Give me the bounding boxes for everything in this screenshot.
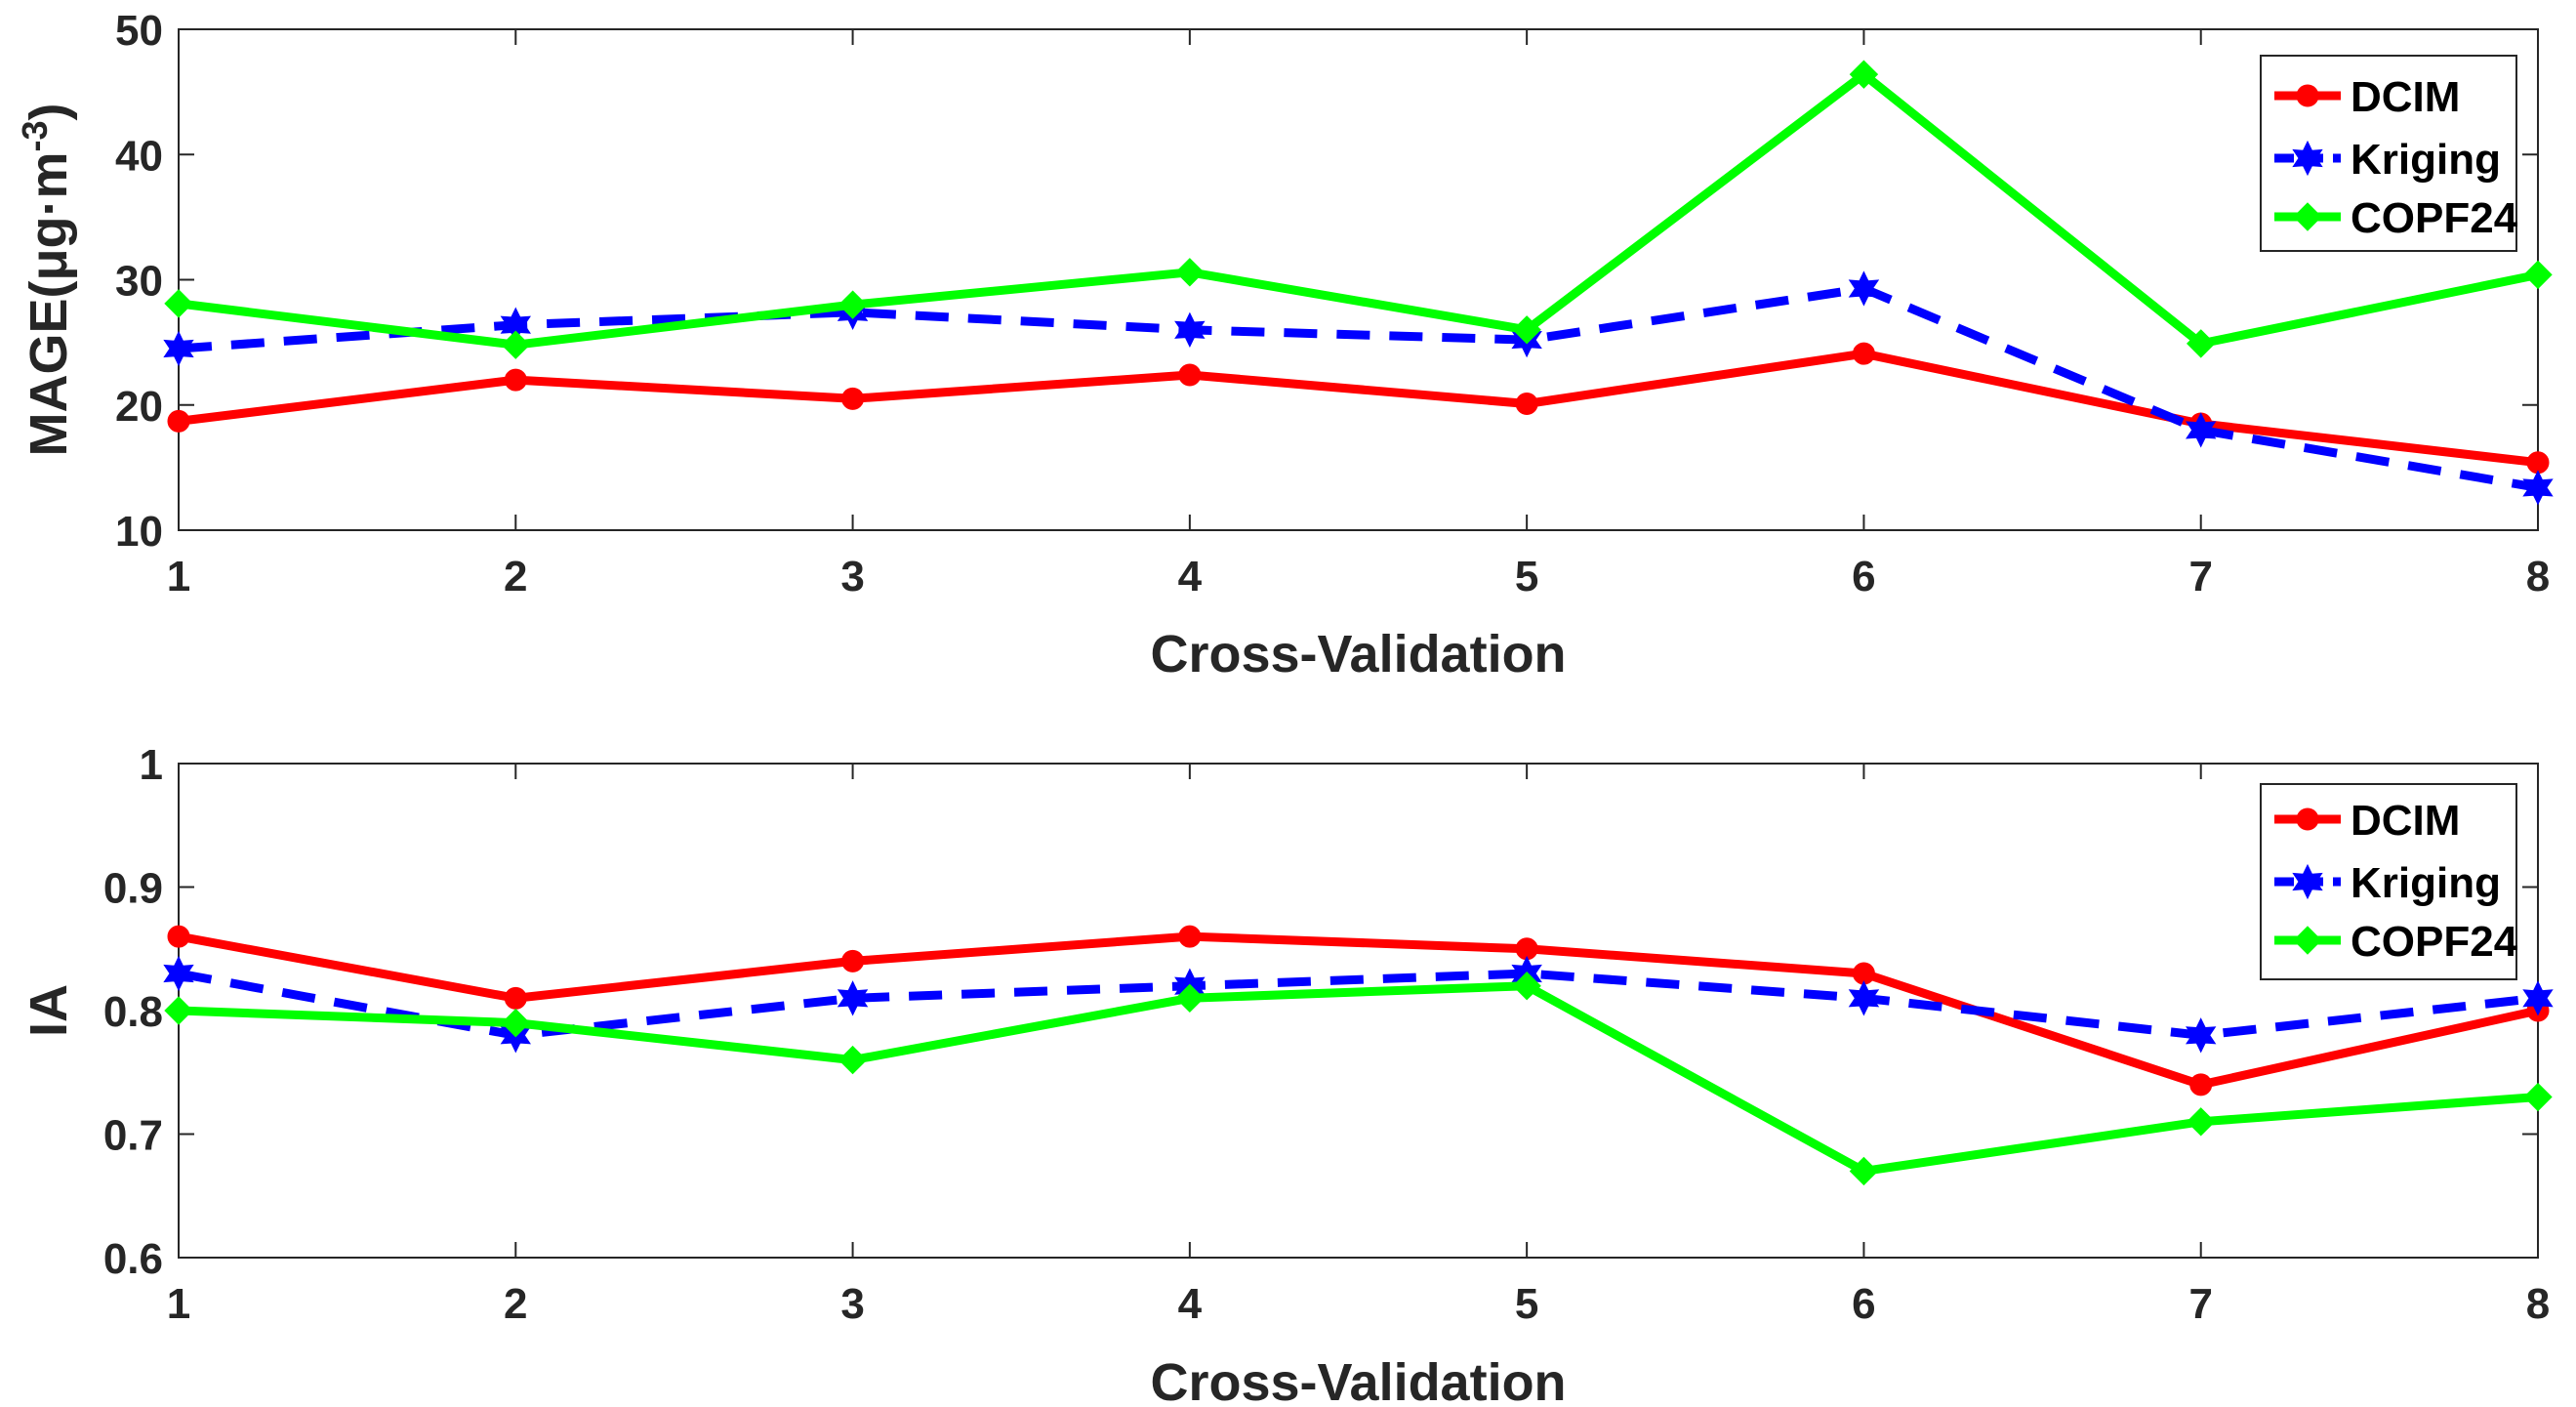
y-tick-label: 40 (115, 132, 163, 180)
data-point-dcim (167, 925, 190, 948)
legend-marker-copf24 (2293, 926, 2322, 955)
data-point-dcim (841, 387, 865, 410)
data-point-dcim (167, 409, 190, 433)
data-point-kriging (163, 955, 194, 992)
data-point-copf24 (501, 1008, 530, 1038)
y-axis-label-superscript: -3 (15, 120, 55, 151)
y-axis-label-close: ) (20, 103, 78, 120)
x-tick-label: 8 (2526, 1280, 2550, 1328)
x-tick-label: 2 (504, 553, 527, 600)
data-point-kriging (1848, 980, 1880, 1016)
data-point-copf24 (2523, 260, 2553, 290)
data-point-copf24 (2523, 1082, 2553, 1112)
series-line-kriging (178, 284, 2539, 492)
legend-label-copf24: COPF24 (2351, 918, 2518, 966)
y-tick-label: 0.9 (103, 865, 163, 913)
data-point-copf24 (1175, 983, 1205, 1014)
series-dcim (167, 925, 2550, 1097)
x-axis-label: Cross-Validation (1150, 625, 1566, 683)
data-point-kriging (2522, 980, 2554, 1016)
data-point-copf24 (501, 330, 530, 359)
legend-marker-dcim (2296, 807, 2319, 831)
data-point-copf24 (1849, 60, 1879, 89)
data-point-dcim (504, 368, 527, 392)
y-tick-label: 0.7 (103, 1112, 163, 1160)
data-point-kriging (1174, 311, 1206, 348)
chart-panel-2: 1 2 3 4 5 6 7 8 0.6 0.7 0.8 0.9 1 Cross-Validation IA D… (20, 741, 2554, 1407)
x-tick-label: 7 (2188, 1280, 2212, 1328)
legend-marker-kriging (2292, 863, 2323, 900)
series-line-copf24 (178, 69, 2539, 350)
plot-frame (178, 28, 2539, 531)
data-point-dcim (504, 986, 527, 1010)
y-tick-label: 0.8 (103, 988, 163, 1036)
series-copf24 (164, 971, 2553, 1186)
data-point-dcim (841, 949, 865, 972)
x-tick-label: 1 (167, 1280, 190, 1328)
legend-marker-kriging (2292, 140, 2323, 177)
series-copf24 (164, 60, 2553, 359)
plot-frame (178, 763, 2539, 1259)
series-line-copf24 (178, 981, 2539, 1176)
x-axis-label: Cross-Validation (1150, 1353, 1566, 1407)
data-point-copf24 (838, 1045, 868, 1075)
x-tick-label: 1 (167, 553, 190, 600)
y-axis-label-main: MAGE(μg·m (20, 151, 78, 456)
data-point-kriging (2186, 412, 2217, 448)
y-tick-label: 0.6 (103, 1235, 163, 1283)
legend-marker-dcim (2296, 84, 2319, 107)
y-tick-label: 30 (115, 258, 163, 306)
data-point-kriging (2522, 470, 2554, 506)
y-axis-label-main: IA (20, 984, 78, 1037)
y-tick-label: 10 (115, 508, 163, 556)
data-point-copf24 (2187, 1107, 2216, 1137)
data-point-copf24 (1512, 315, 1541, 345)
data-point-dcim (2189, 1073, 2213, 1097)
data-point-dcim (1515, 392, 1538, 415)
legend-label-dcim: DCIM (2351, 73, 2460, 121)
y-axis-label: IA (20, 984, 78, 1037)
series-dcim (167, 342, 2550, 475)
x-tick-label: 4 (1178, 1280, 1203, 1328)
x-tick-label: 3 (840, 553, 864, 600)
legend: DCIM Kriging COPF24 (2260, 55, 2518, 252)
data-point-kriging (163, 330, 194, 367)
data-point-dcim (1852, 342, 1875, 365)
data-point-copf24 (1175, 258, 1205, 287)
x-tick-label: 6 (1852, 1280, 1875, 1328)
series-line-dcim (178, 349, 2539, 468)
data-point-kriging (1848, 270, 1880, 307)
y-tick-label: 1 (140, 741, 163, 789)
y-tick-label: 20 (115, 383, 163, 431)
x-tick-label: 2 (504, 1280, 527, 1328)
x-tick-label: 5 (1515, 1280, 1538, 1328)
legend-label-kriging: Kriging (2351, 136, 2501, 184)
y-axis-label: MAGE(μg·m-3) (15, 103, 78, 456)
data-point-kriging (837, 980, 869, 1016)
data-point-copf24 (1512, 971, 1541, 1001)
legend: DCIM Kriging COPF24 (2260, 783, 2518, 980)
x-tick-label: 7 (2188, 553, 2212, 600)
chart-panel-1: 1 2 3 4 5 6 7 8 10 20 30 40 50 Cross-Validation MAGE(μ… (15, 7, 2554, 683)
data-point-copf24 (164, 996, 193, 1025)
data-point-copf24 (2187, 329, 2216, 358)
y-tick-label: 50 (115, 7, 163, 55)
data-point-copf24 (838, 290, 868, 319)
x-tick-label: 6 (1852, 553, 1875, 600)
legend-label-copf24: COPF24 (2351, 194, 2518, 242)
legend-label-kriging: Kriging (2351, 859, 2501, 907)
x-tick-label: 8 (2526, 553, 2550, 600)
x-tick-label: 4 (1178, 553, 1203, 600)
data-point-copf24 (1849, 1156, 1879, 1186)
data-point-dcim (1178, 925, 1202, 948)
data-point-dcim (1178, 363, 1202, 387)
series-line-dcim (178, 931, 2539, 1090)
data-point-kriging (2186, 1017, 2217, 1054)
data-point-copf24 (164, 289, 193, 318)
x-tick-label: 5 (1515, 553, 1538, 600)
legend-marker-copf24 (2293, 202, 2322, 231)
legend-label-dcim: DCIM (2351, 797, 2460, 845)
x-tick-label: 3 (840, 1280, 864, 1328)
